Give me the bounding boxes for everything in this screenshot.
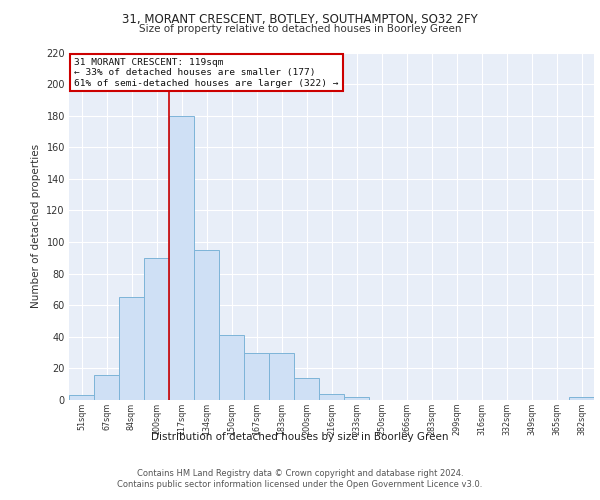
- Bar: [94, 374, 119, 400]
- Bar: [144, 258, 169, 400]
- Text: 31 MORANT CRESCENT: 119sqm
← 33% of detached houses are smaller (177)
61% of sem: 31 MORANT CRESCENT: 119sqm ← 33% of deta…: [74, 58, 339, 88]
- Text: Contains HM Land Registry data © Crown copyright and database right 2024.: Contains HM Land Registry data © Crown c…: [137, 469, 463, 478]
- Bar: [169, 116, 194, 400]
- Bar: [344, 397, 369, 400]
- Bar: [219, 335, 244, 400]
- Bar: [269, 352, 294, 400]
- Bar: [569, 397, 594, 400]
- Bar: [194, 250, 219, 400]
- Text: Size of property relative to detached houses in Boorley Green: Size of property relative to detached ho…: [139, 24, 461, 34]
- Bar: [119, 298, 144, 400]
- Y-axis label: Number of detached properties: Number of detached properties: [31, 144, 41, 308]
- Text: Contains public sector information licensed under the Open Government Licence v3: Contains public sector information licen…: [118, 480, 482, 489]
- Bar: [319, 394, 344, 400]
- Text: Distribution of detached houses by size in Boorley Green: Distribution of detached houses by size …: [151, 432, 449, 442]
- Text: 31, MORANT CRESCENT, BOTLEY, SOUTHAMPTON, SO32 2FY: 31, MORANT CRESCENT, BOTLEY, SOUTHAMPTON…: [122, 12, 478, 26]
- Bar: [244, 352, 269, 400]
- Bar: [294, 378, 319, 400]
- Bar: [69, 396, 94, 400]
